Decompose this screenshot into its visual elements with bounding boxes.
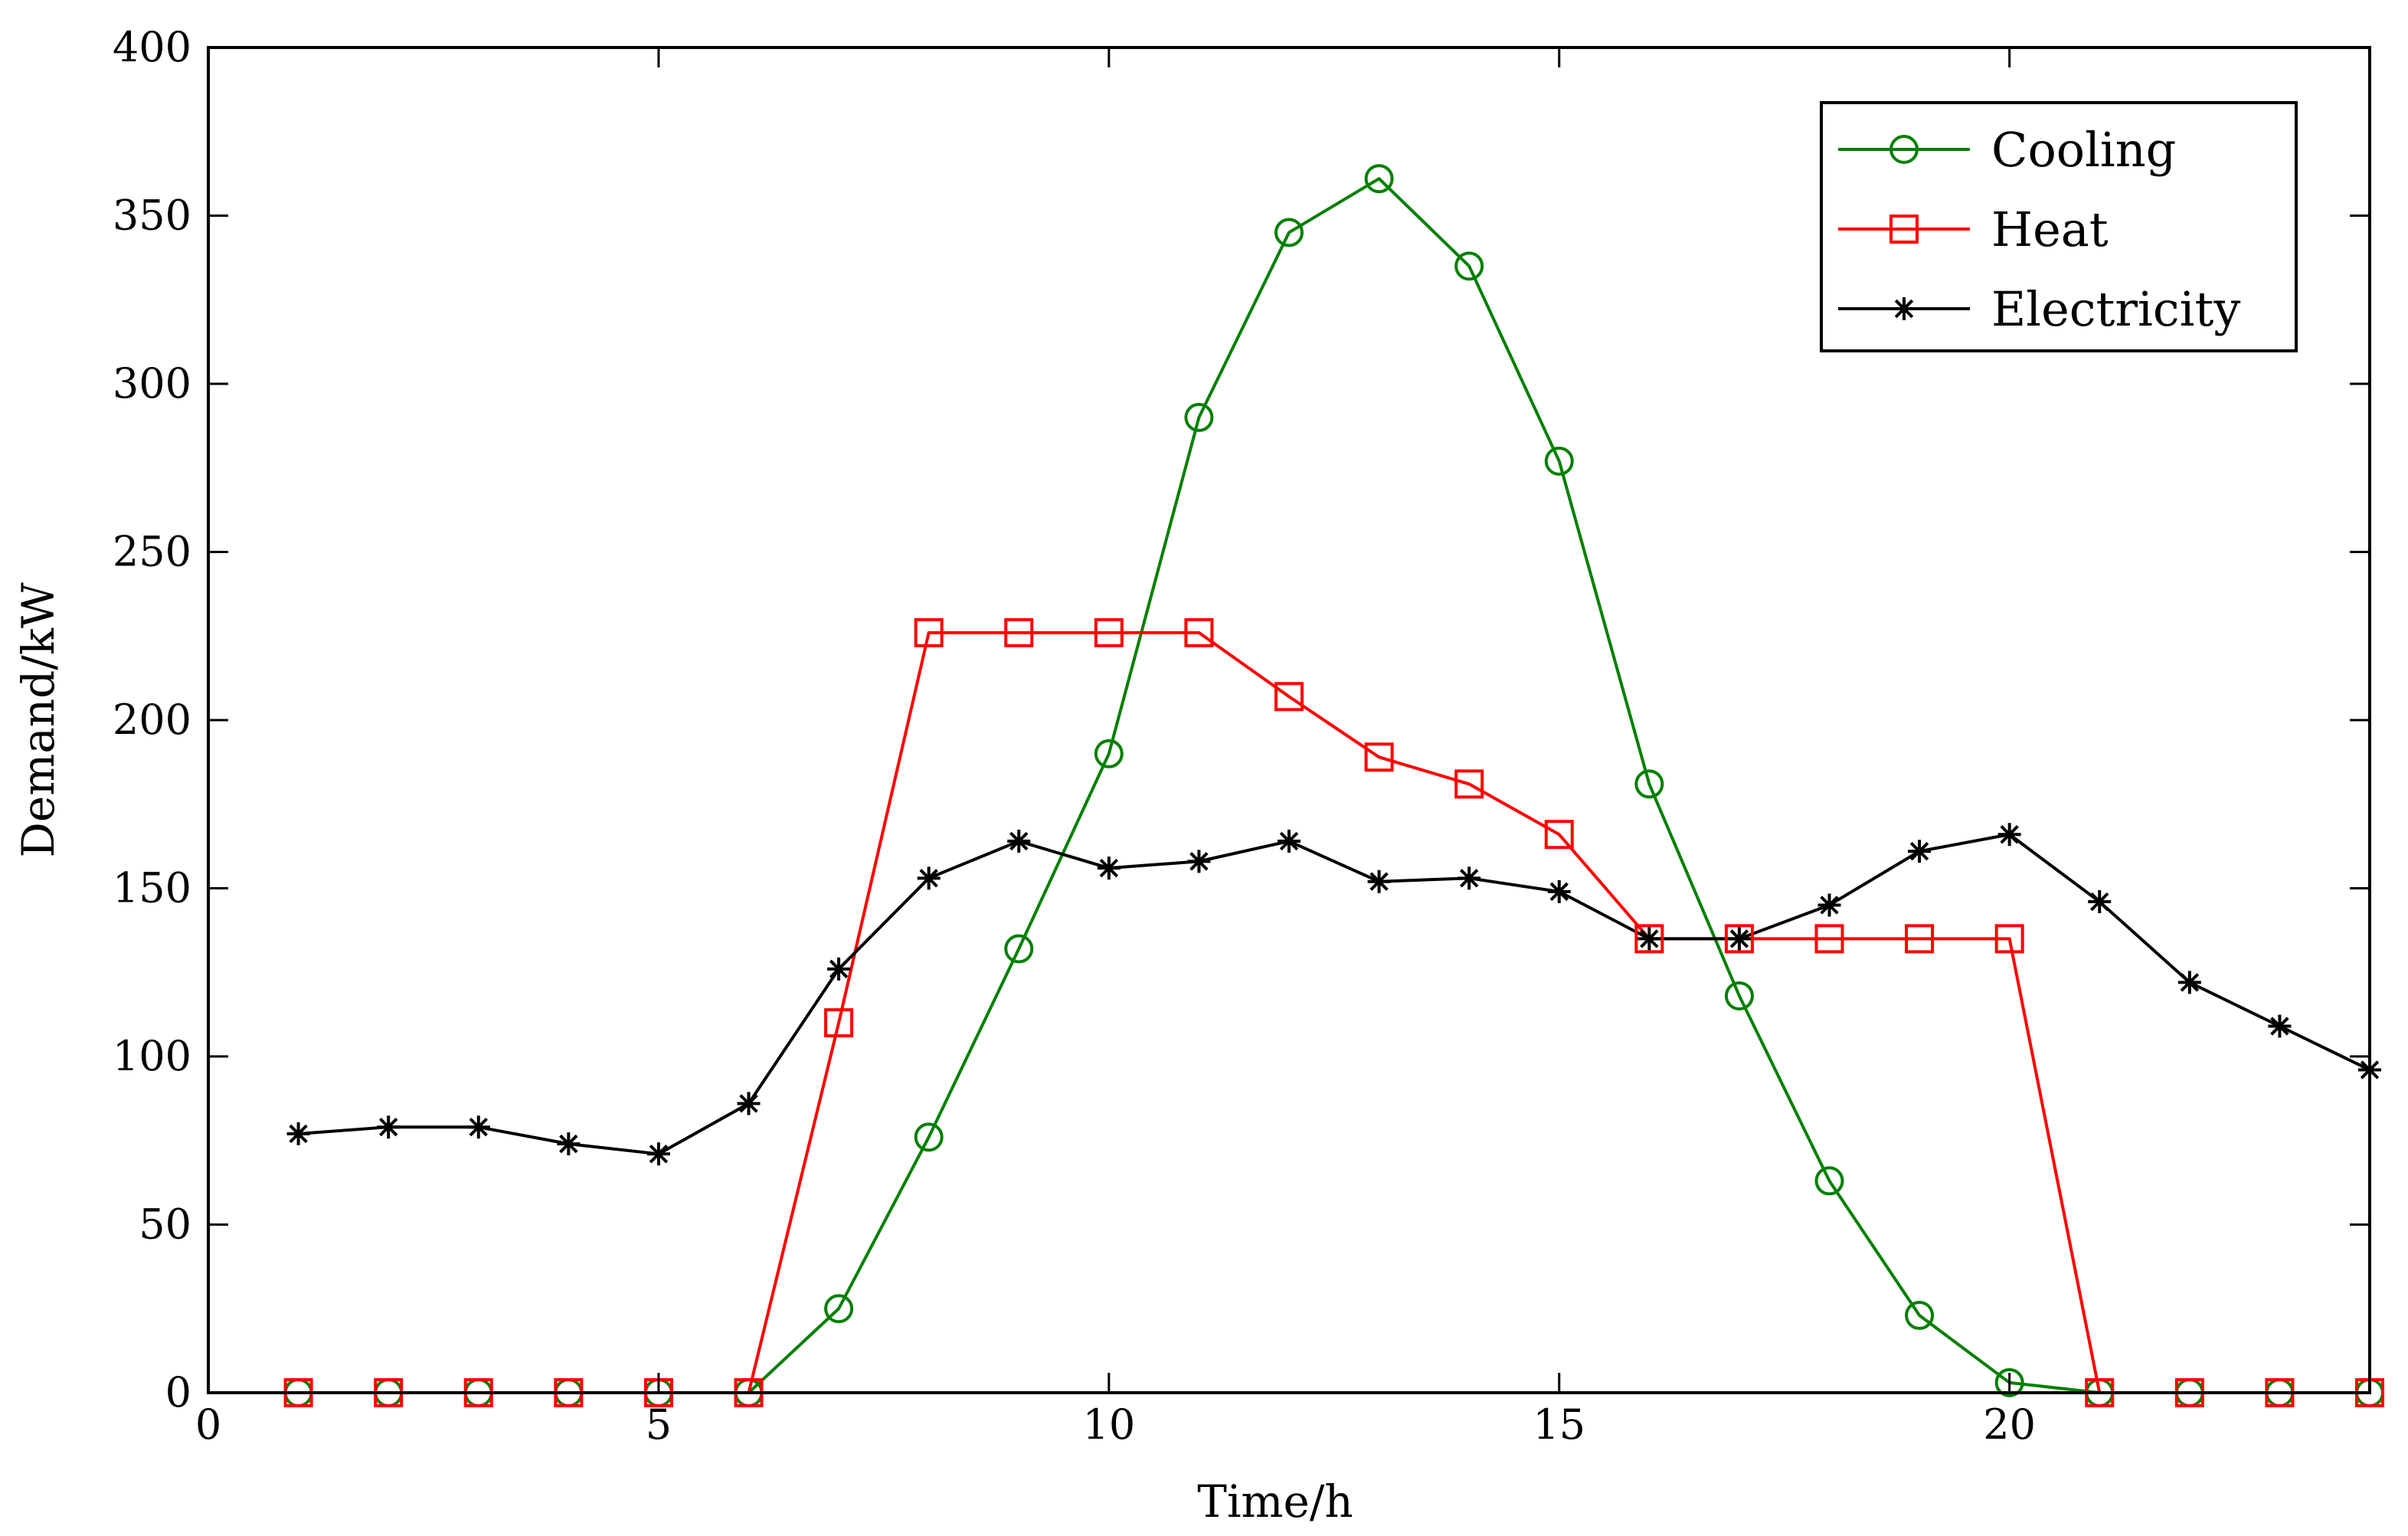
electricity-line <box>298 833 2370 1156</box>
cooling-marker <box>1454 251 1484 281</box>
x-tick-label: 20 <box>1983 1400 2036 1449</box>
electricity-marker <box>377 1115 401 1139</box>
y-tick-label: 400 <box>113 23 191 71</box>
electricity-marker <box>557 1132 581 1156</box>
electricity-marker <box>286 1122 310 1145</box>
electricity-marker <box>1727 927 1751 951</box>
electricity-marker <box>1817 893 1841 917</box>
cooling-marker <box>914 1122 944 1152</box>
x-tick-label: 15 <box>1533 1400 1585 1449</box>
electricity-marker <box>2177 971 2201 994</box>
cooling-marker <box>1814 1166 1844 1196</box>
y-tick-label: 50 <box>139 1200 191 1249</box>
heat-marker <box>1364 742 1394 772</box>
legend: Cooling Heat Electricity <box>1820 101 2298 352</box>
electricity-marker <box>827 957 851 981</box>
y-tick-label: 300 <box>113 359 191 408</box>
legend-heat-marker <box>1889 215 1919 244</box>
electricity-marker <box>1458 866 1481 890</box>
electricity-marker <box>737 1092 761 1115</box>
heat-marker <box>1094 617 1124 647</box>
y-axis-label: Demand/kW <box>12 582 64 858</box>
x-tick-label: 10 <box>1082 1400 1135 1449</box>
legend-items: Cooling Heat Electricity <box>1838 122 2240 337</box>
heat-marker <box>1004 617 1034 647</box>
electricity-marker <box>1097 856 1121 880</box>
electricity-marker <box>917 866 941 890</box>
heat-marker <box>1274 682 1304 712</box>
electricity-marker <box>1638 927 1661 951</box>
axis-ticks <box>207 46 2370 1394</box>
electricity-marker <box>2268 1014 2292 1038</box>
cooling-marker <box>1724 981 1754 1010</box>
y-tick-label: 200 <box>113 696 191 744</box>
y-tick-label: 100 <box>113 1032 191 1080</box>
electricity-marker <box>1547 879 1571 903</box>
cooling-marker <box>1094 739 1124 768</box>
y-tick-label: 350 <box>113 192 191 240</box>
electricity-marker <box>1187 850 1211 873</box>
cooling-marker <box>1184 402 1214 432</box>
series-markers <box>283 164 2384 1407</box>
electricity-marker <box>1908 840 1932 863</box>
x-tick-label: 5 <box>646 1400 672 1449</box>
heat-marker <box>1905 924 1935 954</box>
electricity-marker <box>1997 823 2021 847</box>
heat-marker <box>1184 617 1214 647</box>
y-tick-label: 0 <box>165 1368 191 1416</box>
x-axis-label: Time/h <box>1197 1475 1353 1528</box>
cooling-marker <box>1905 1301 1935 1331</box>
legend-electricity-marker <box>1893 297 1916 320</box>
y-tick-label: 250 <box>113 528 191 576</box>
electricity-marker <box>646 1142 670 1166</box>
electricity-marker <box>1367 870 1391 893</box>
legend-electricity-label: Electricity <box>1991 281 2240 337</box>
electricity-marker <box>2088 890 2112 914</box>
heat-marker <box>1994 924 2024 954</box>
legend-cooling-marker <box>1889 135 1919 164</box>
electricity-marker <box>466 1115 490 1139</box>
cooling-marker <box>1544 446 1574 476</box>
heat-marker <box>1724 924 1754 954</box>
heat-marker <box>1634 924 1664 954</box>
heat-marker <box>1814 924 1844 954</box>
y-tick-label: 150 <box>113 864 191 912</box>
legend-cooling-label: Cooling <box>1991 122 2176 178</box>
cooling-marker <box>1274 218 1304 247</box>
electricity-marker <box>1278 830 1301 853</box>
heat-marker <box>1544 820 1574 850</box>
cooling-marker <box>824 1294 854 1324</box>
electricity-marker <box>1007 830 1031 853</box>
cooling-marker <box>1364 164 1394 194</box>
legend-heat-label: Heat <box>1991 201 2109 257</box>
x-tick-label: 0 <box>195 1400 221 1449</box>
cooling-marker <box>1004 934 1034 964</box>
cooling-marker <box>1994 1367 2024 1397</box>
heat-marker <box>824 1008 854 1038</box>
cooling-marker <box>1634 769 1664 799</box>
heat-marker <box>914 617 944 647</box>
heat-marker <box>1454 769 1484 799</box>
